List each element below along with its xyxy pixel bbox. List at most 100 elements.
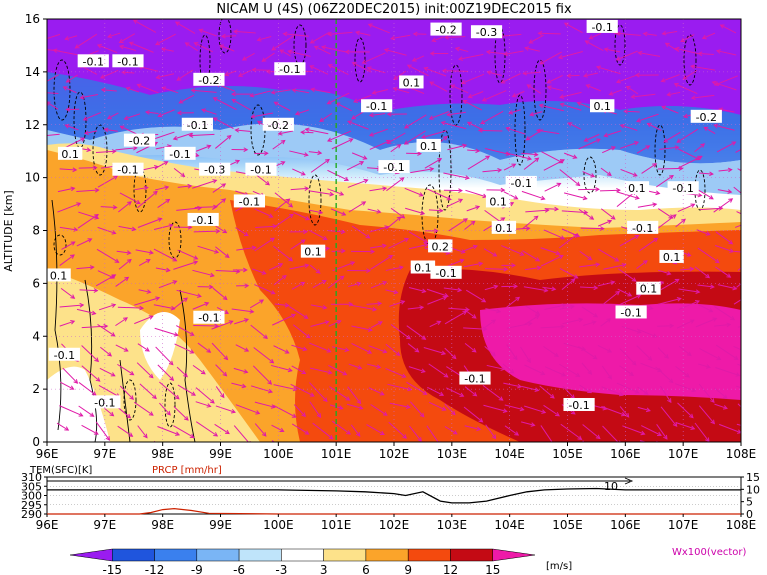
wind-vector-head (421, 288, 427, 294)
wind-vector-head (606, 171, 612, 176)
wind-vector (660, 385, 672, 403)
wind-vector-head (346, 430, 351, 435)
wind-vector (501, 73, 521, 84)
wind-vector-head (290, 313, 296, 319)
wind-vector-head (515, 296, 521, 302)
wind-vector-head (382, 280, 388, 286)
wind-vector-head (554, 352, 559, 358)
wind-vector-head (111, 274, 117, 279)
subpanel-right-tick-label: 15 (746, 471, 760, 484)
subpanel-x-tick-label: 106E (610, 518, 641, 532)
wind-vector-head (235, 159, 241, 165)
wind-vector (138, 289, 151, 293)
wind-vector (292, 89, 310, 94)
wind-vector (319, 112, 333, 122)
wind-vector (540, 247, 560, 255)
y-tick-label: 6 (32, 276, 40, 290)
wind-vector-head (224, 71, 230, 77)
wind-vector (153, 248, 177, 262)
wind-vector-head (422, 390, 428, 395)
contour-label: -0.1 (591, 21, 612, 34)
wind-vector-head (392, 87, 398, 92)
wind-vector-head (93, 288, 99, 293)
wind-vector (504, 50, 524, 55)
wind-vector (154, 327, 178, 336)
wind-vector (465, 189, 487, 198)
wind-vector-head (634, 234, 640, 240)
wind-vector (578, 346, 597, 360)
wind-vector-head (317, 150, 323, 156)
wind-vector-head (491, 351, 496, 357)
wind-vector (631, 93, 656, 98)
surface-calm-region (47, 366, 110, 442)
contour-label-bg (300, 244, 326, 258)
wind-vector-head (727, 167, 733, 173)
wind-vector-head (637, 50, 643, 56)
wind-vector-head (705, 364, 711, 369)
wind-vector (544, 183, 561, 192)
wind-vector (158, 280, 177, 289)
wind-vector-head (87, 238, 93, 243)
wind-vector (81, 424, 99, 435)
wind-vector-head (40, 134, 44, 138)
wind-vector (543, 345, 559, 357)
colorbar-label: 12 (443, 563, 458, 575)
wind-vector-head (749, 389, 753, 393)
wind-vector (327, 169, 349, 181)
contour-label-bg (164, 146, 196, 160)
wind-vector (173, 406, 189, 421)
wind-vector (698, 383, 715, 403)
wind-vector (505, 152, 532, 160)
wind-vector-head (327, 31, 332, 37)
wind-vector (734, 250, 741, 253)
contour-label: -0.1 (632, 222, 653, 235)
wind-vector-head (322, 304, 328, 310)
wind-vector-head (172, 280, 178, 285)
wind-vector (57, 187, 75, 193)
wind-vector (65, 35, 78, 40)
wind-vector-head (690, 203, 696, 208)
wind-vector-head (336, 320, 342, 325)
wind-vector-head (351, 115, 356, 120)
wind-vector (523, 71, 542, 75)
wind-vector (271, 35, 295, 51)
contour-label: 0.1 (628, 182, 646, 195)
wind-vector (293, 404, 306, 417)
wind-vector (539, 51, 562, 65)
wind-vector-head (379, 391, 385, 396)
wind-vector-head (618, 391, 624, 397)
wind-vector (328, 320, 341, 327)
wind-vector (386, 216, 402, 229)
wind-vector (330, 208, 346, 216)
wind-vector-head (689, 319, 695, 324)
wind-vector (137, 425, 148, 438)
wind-vector (81, 365, 101, 382)
wind-vector-head (153, 190, 158, 196)
wind-vector (176, 207, 202, 211)
wind-vector-head (309, 39, 315, 44)
wind-vector (195, 145, 211, 152)
wind-vector-head (530, 422, 536, 427)
wind-vector-head (615, 31, 621, 36)
wind-vector (78, 382, 97, 396)
wind-vector (291, 423, 309, 435)
wind-vector-head (148, 250, 154, 255)
wind-vector-head (525, 136, 531, 141)
wind-vector-head (462, 100, 468, 105)
wind-vector (677, 402, 694, 418)
wind-vector-head (459, 392, 465, 397)
wind-vector-head (47, 101, 51, 106)
wind-vector (737, 168, 741, 172)
wind-vector (560, 423, 582, 440)
wind-vector-head (78, 412, 84, 417)
wind-vector (221, 35, 237, 37)
wind-vector-head (193, 255, 199, 260)
wind-vector-head (472, 391, 478, 397)
wind-vector-head (326, 100, 332, 105)
wind-vector-head (269, 358, 275, 364)
wind-vector (47, 33, 61, 39)
wind-vector-head (209, 272, 215, 278)
wind-vector-head (280, 139, 286, 145)
wind-vector-head (661, 105, 667, 111)
wind-vector-head (748, 259, 752, 263)
